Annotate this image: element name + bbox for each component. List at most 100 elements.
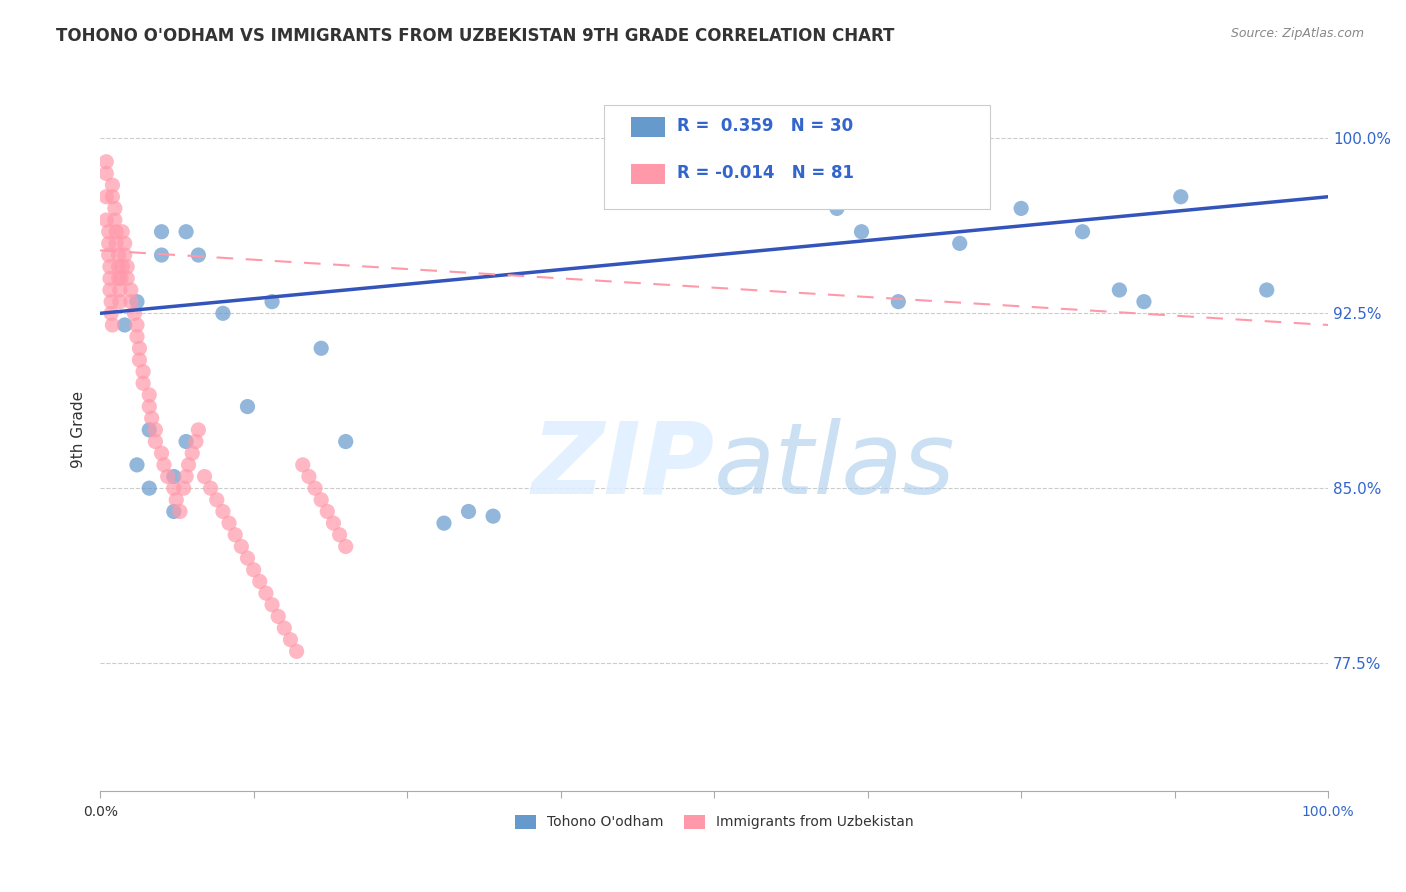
Point xyxy=(97,236,120,251)
Point xyxy=(165,492,187,507)
Point xyxy=(187,248,209,262)
Point xyxy=(153,458,176,472)
Point xyxy=(173,481,195,495)
Point xyxy=(98,283,121,297)
Point xyxy=(98,260,121,274)
Point xyxy=(316,504,339,518)
Point xyxy=(110,271,132,285)
Point xyxy=(163,469,186,483)
Text: 0.0%: 0.0% xyxy=(83,805,118,819)
Point xyxy=(482,509,505,524)
Point xyxy=(101,178,124,193)
Point xyxy=(181,446,204,460)
Point xyxy=(457,504,479,518)
Text: ZIP: ZIP xyxy=(531,417,714,515)
Point xyxy=(138,388,160,402)
Point xyxy=(97,248,120,262)
Point xyxy=(145,434,167,449)
Point xyxy=(177,458,200,472)
Legend: Tohono O'odham, Immigrants from Uzbekistan: Tohono O'odham, Immigrants from Uzbekist… xyxy=(509,809,920,835)
FancyBboxPatch shape xyxy=(631,117,665,137)
Point xyxy=(174,225,197,239)
Point xyxy=(174,469,197,483)
Point xyxy=(98,271,121,285)
Point xyxy=(128,353,150,368)
Point xyxy=(120,283,142,297)
Point xyxy=(224,528,246,542)
Point xyxy=(249,574,271,589)
Point xyxy=(887,294,910,309)
Point xyxy=(231,540,253,554)
Y-axis label: 9th Grade: 9th Grade xyxy=(72,392,86,468)
Point xyxy=(825,202,848,216)
Point xyxy=(101,190,124,204)
Point xyxy=(150,248,173,262)
Point xyxy=(141,411,163,425)
Point xyxy=(212,306,235,320)
Point xyxy=(105,225,128,239)
Text: 100.0%: 100.0% xyxy=(1302,805,1354,819)
Point xyxy=(101,318,124,332)
Point xyxy=(107,271,129,285)
Point xyxy=(100,294,122,309)
Point xyxy=(433,516,456,530)
FancyBboxPatch shape xyxy=(603,104,990,210)
Point xyxy=(156,469,179,483)
Point xyxy=(105,236,128,251)
Point xyxy=(96,213,118,227)
Point xyxy=(132,376,155,391)
Point xyxy=(200,481,222,495)
Point xyxy=(260,294,283,309)
Point xyxy=(138,423,160,437)
Point xyxy=(174,434,197,449)
Text: Source: ZipAtlas.com: Source: ZipAtlas.com xyxy=(1230,27,1364,40)
Point xyxy=(132,365,155,379)
Point xyxy=(100,306,122,320)
Point xyxy=(107,248,129,262)
Text: R =  0.359   N = 30: R = 0.359 N = 30 xyxy=(678,118,853,136)
FancyBboxPatch shape xyxy=(631,164,665,184)
Text: atlas: atlas xyxy=(714,417,956,515)
Point xyxy=(309,341,332,355)
Point xyxy=(115,271,138,285)
Point xyxy=(273,621,295,635)
Text: R = -0.014   N = 81: R = -0.014 N = 81 xyxy=(678,164,855,182)
Point xyxy=(242,563,264,577)
Point xyxy=(124,306,146,320)
Point xyxy=(150,225,173,239)
Point xyxy=(335,540,357,554)
Point xyxy=(104,202,127,216)
Point xyxy=(1071,225,1094,239)
Point xyxy=(125,458,148,472)
Point xyxy=(1170,190,1192,204)
Point xyxy=(1133,294,1156,309)
Point xyxy=(96,190,118,204)
Point xyxy=(96,154,118,169)
Point xyxy=(107,260,129,274)
Point xyxy=(187,423,209,437)
Point xyxy=(291,458,314,472)
Point xyxy=(949,236,972,251)
Point xyxy=(267,609,290,624)
Point xyxy=(298,469,321,483)
Point xyxy=(150,446,173,460)
Point xyxy=(145,423,167,437)
Point xyxy=(120,294,142,309)
Point xyxy=(218,516,240,530)
Point xyxy=(260,598,283,612)
Point xyxy=(125,329,148,343)
Point xyxy=(322,516,344,530)
Point xyxy=(138,481,160,495)
Point xyxy=(236,551,259,566)
Point xyxy=(1108,283,1130,297)
Point xyxy=(163,481,186,495)
Point xyxy=(309,492,332,507)
Point xyxy=(1256,283,1278,297)
Point xyxy=(304,481,326,495)
Point xyxy=(108,294,131,309)
Point xyxy=(138,400,160,414)
Point xyxy=(97,225,120,239)
Point xyxy=(114,318,136,332)
Point xyxy=(114,248,136,262)
Point xyxy=(329,528,352,542)
